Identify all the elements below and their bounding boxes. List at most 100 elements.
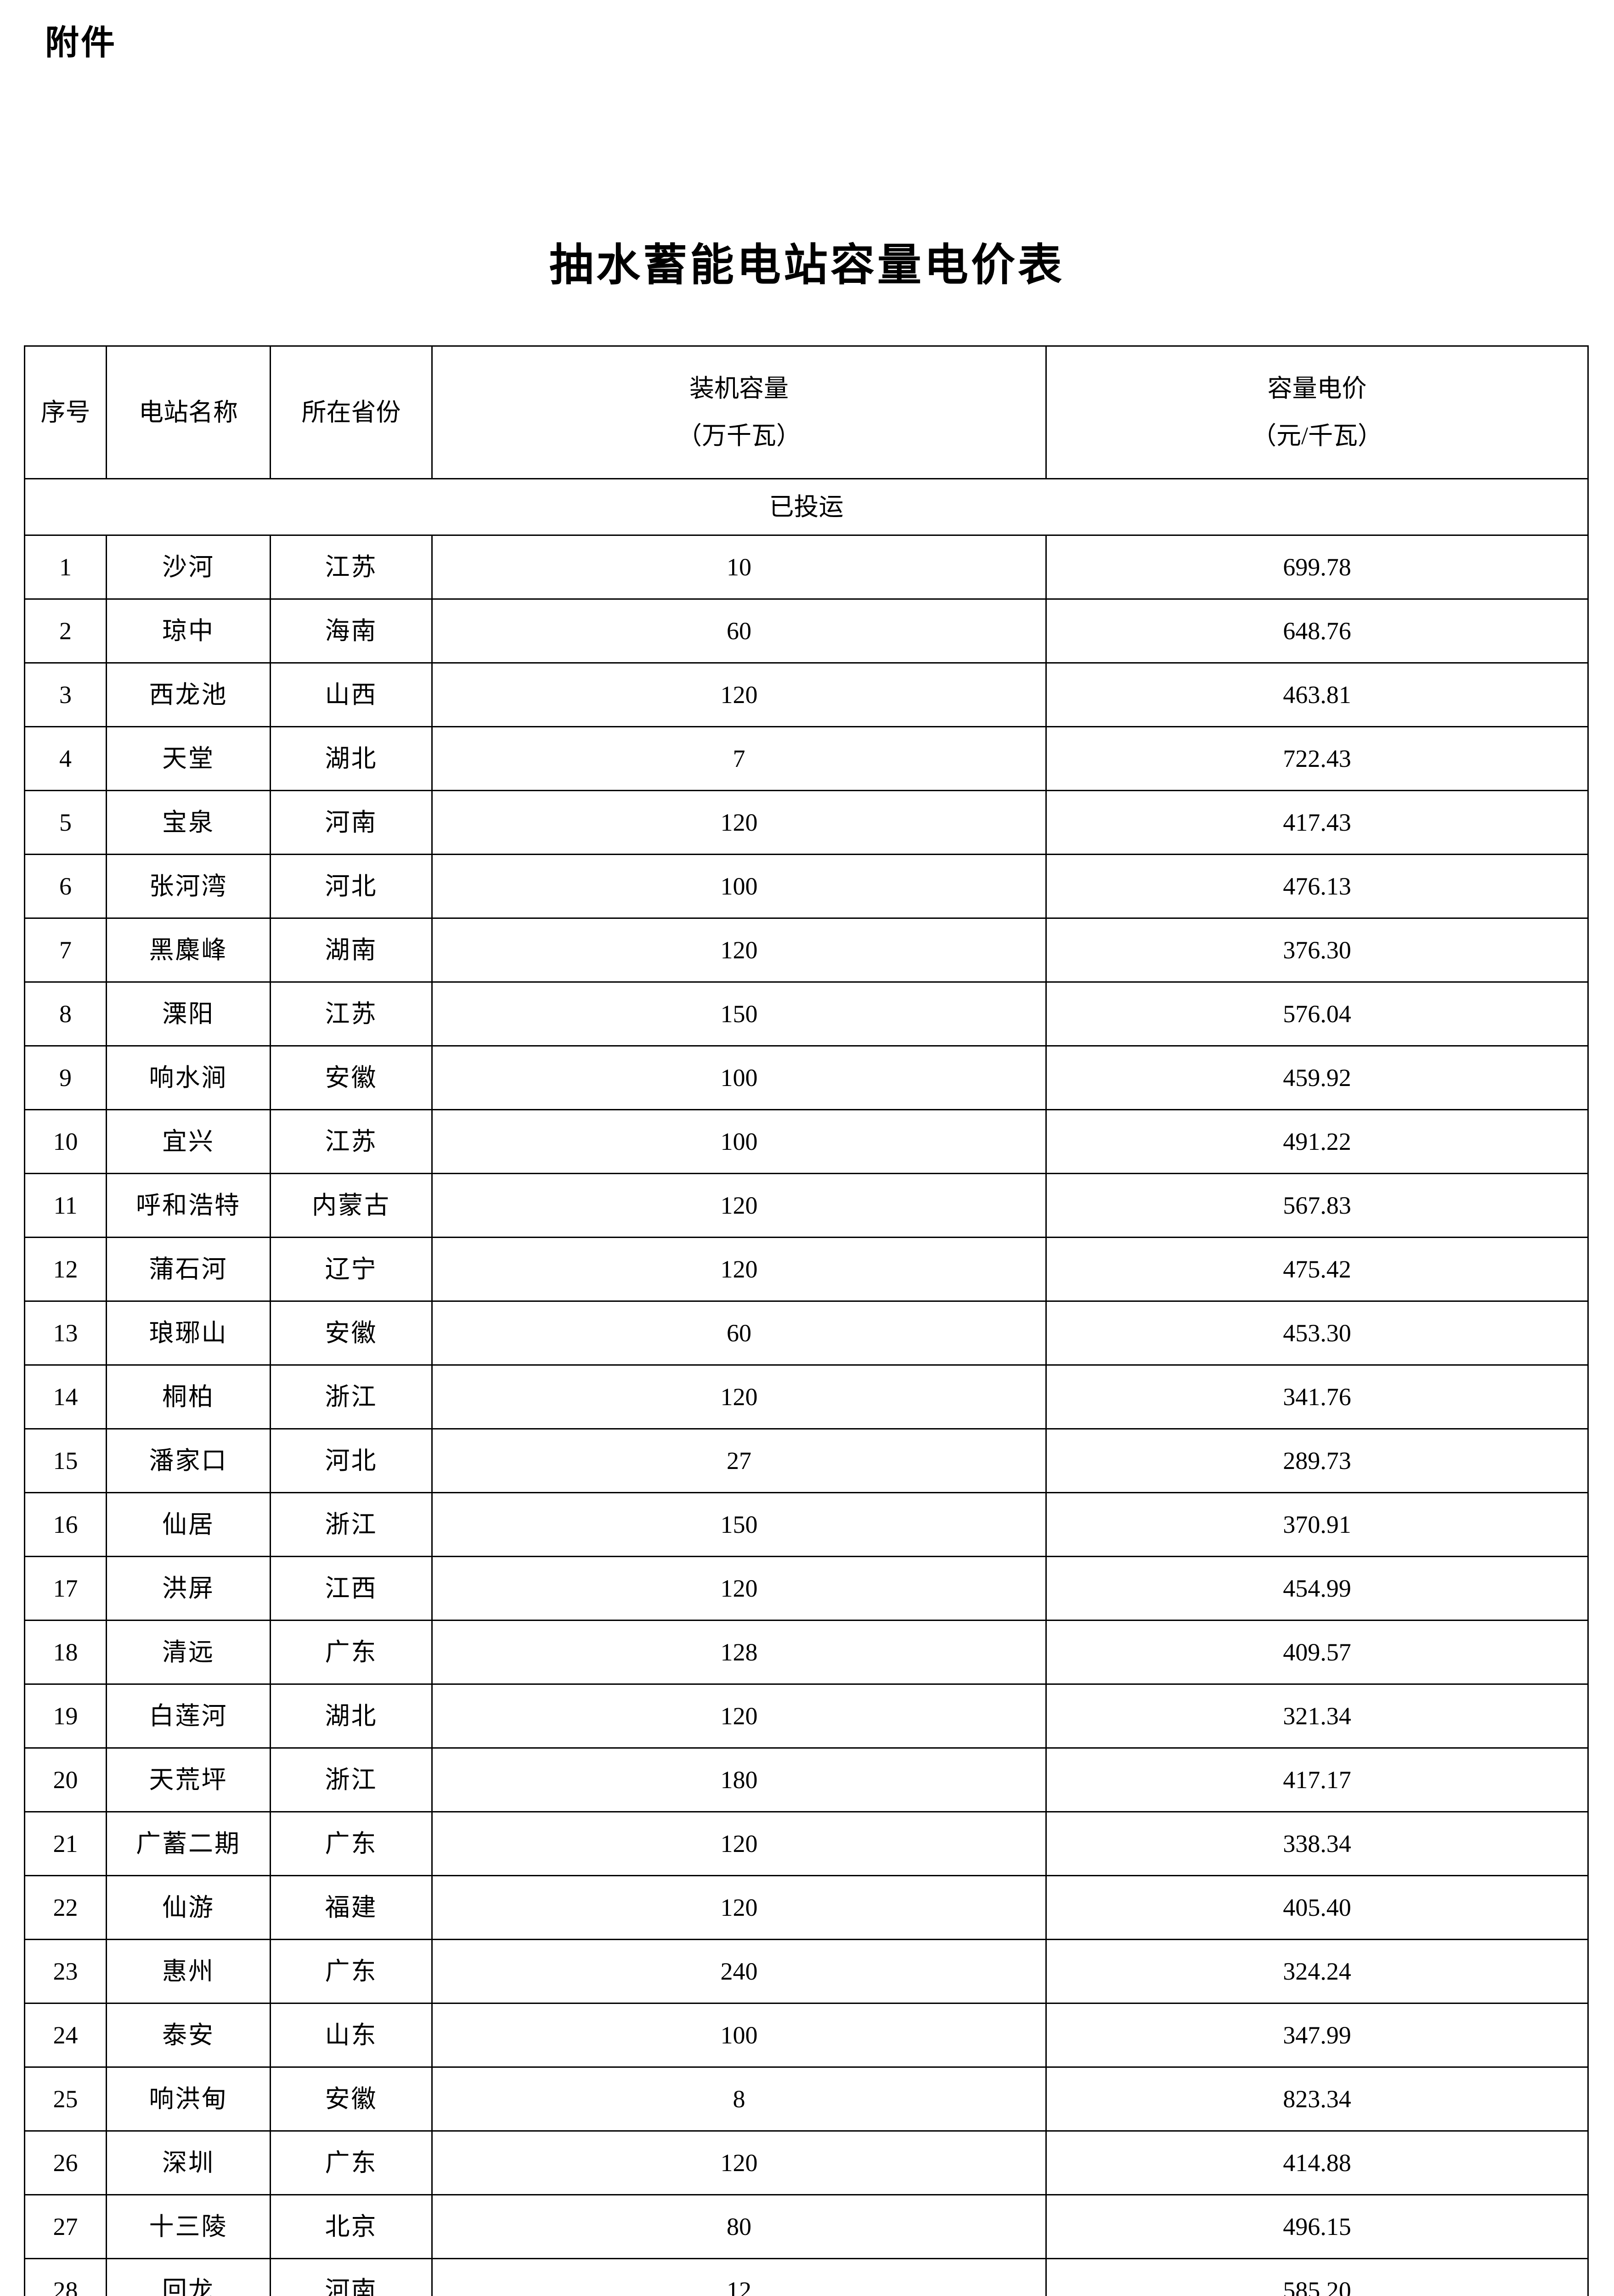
table-row: 8 溧阳 江苏 150 576.04 [24, 981, 1589, 1047]
table-row: 13 琅琊山 安徽 60 453.30 [24, 1300, 1589, 1366]
cell-index: 24 [24, 2003, 107, 2068]
cell-capacity: 60 [431, 1300, 1047, 1366]
cell-province: 江苏 [270, 535, 433, 600]
cell-station-name: 琅琊山 [106, 1300, 271, 1366]
cell-price: 476.13 [1045, 854, 1589, 919]
cell-province: 浙江 [270, 1492, 433, 1557]
cell-price: 347.99 [1045, 2003, 1589, 2068]
table-row: 21 广蓄二期 广东 120 338.34 [24, 1811, 1589, 1876]
table-row: 20 天荒坪 浙江 180 417.17 [24, 1747, 1589, 1812]
cell-price: 417.43 [1045, 790, 1589, 855]
cell-price: 576.04 [1045, 981, 1589, 1047]
cell-capacity: 120 [431, 790, 1047, 855]
cell-station-name: 仙居 [106, 1492, 271, 1557]
cell-price: 338.34 [1045, 1811, 1589, 1876]
cell-province: 河南 [270, 790, 433, 855]
cell-province: 河北 [270, 1428, 433, 1493]
cell-province: 海南 [270, 598, 433, 664]
cell-station-name: 深圳 [106, 2130, 271, 2195]
cell-price: 341.76 [1045, 1364, 1589, 1429]
cell-station-name: 宜兴 [106, 1109, 271, 1174]
cell-province: 广东 [270, 1811, 433, 1876]
cell-province: 湖北 [270, 726, 433, 791]
table-row: 17 洪屏 江西 120 454.99 [24, 1556, 1589, 1621]
cell-capacity: 120 [431, 1556, 1047, 1621]
table-row: 28 回龙 河南 12 585.20 [24, 2258, 1589, 2296]
cell-capacity: 120 [431, 2130, 1047, 2195]
cell-index: 28 [24, 2258, 107, 2296]
cell-price: 370.91 [1045, 1492, 1589, 1557]
table-row: 22 仙游 福建 120 405.40 [24, 1875, 1589, 1940]
cell-province: 广东 [270, 1939, 433, 2004]
cell-province: 江苏 [270, 981, 433, 1047]
cell-station-name: 西龙池 [106, 662, 271, 727]
cell-province: 浙江 [270, 1747, 433, 1812]
cell-capacity: 60 [431, 598, 1047, 664]
cell-capacity: 120 [431, 662, 1047, 727]
cell-station-name: 宝泉 [106, 790, 271, 855]
cell-station-name: 呼和浩特 [106, 1173, 271, 1238]
page-title: 抽水蓄能电站容量电价表 [549, 241, 1065, 290]
cell-capacity: 150 [431, 981, 1047, 1047]
cell-price: 289.73 [1045, 1428, 1589, 1493]
cell-price: 376.30 [1045, 917, 1589, 983]
cell-province: 广东 [270, 1620, 433, 1685]
cell-station-name: 惠州 [106, 1939, 271, 2004]
cell-capacity: 8 [431, 2066, 1047, 2132]
column-header-index-label: 序号 [40, 398, 90, 426]
cell-capacity: 100 [431, 2003, 1047, 2068]
cell-capacity: 240 [431, 1939, 1047, 2004]
cell-index: 27 [24, 2194, 107, 2259]
table-row: 9 响水涧 安徽 100 459.92 [24, 1045, 1589, 1110]
table-row: 3 西龙池 山西 120 463.81 [24, 662, 1589, 727]
capacity-price-table: 序号 电站名称 所在省份 装机容量 （万千瓦） 容量电价 （元/千瓦） 已投运 … [24, 345, 1589, 2296]
cell-price: 405.40 [1045, 1875, 1589, 1940]
cell-price: 417.17 [1045, 1747, 1589, 1812]
table-row: 1 沙河 江苏 10 699.78 [24, 535, 1589, 600]
table-row: 12 蒲石河 辽宁 120 475.42 [24, 1237, 1589, 1302]
cell-index: 21 [24, 1811, 107, 1876]
cell-capacity: 180 [431, 1747, 1047, 1812]
table-row: 6 张河湾 河北 100 476.13 [24, 854, 1589, 919]
cell-province: 广东 [270, 2130, 433, 2195]
cell-price: 648.76 [1045, 598, 1589, 664]
cell-capacity: 120 [431, 1173, 1047, 1238]
table-row: 24 泰安 山东 100 347.99 [24, 2003, 1589, 2068]
cell-station-name: 十三陵 [106, 2194, 271, 2259]
cell-province: 山东 [270, 2003, 433, 2068]
cell-capacity: 120 [431, 1364, 1047, 1429]
section-header-row: 已投运 [24, 478, 1589, 536]
cell-index: 22 [24, 1875, 107, 1940]
cell-price: 823.34 [1045, 2066, 1589, 2132]
column-header-price: 容量电价 （元/千瓦） [1045, 345, 1589, 479]
table-row: 15 潘家口 河北 27 289.73 [24, 1428, 1589, 1493]
cell-index: 6 [24, 854, 107, 919]
cell-index: 11 [24, 1173, 107, 1238]
table-row: 4 天堂 湖北 7 722.43 [24, 726, 1589, 791]
cell-province: 江苏 [270, 1109, 433, 1174]
cell-index: 25 [24, 2066, 107, 2132]
cell-price: 321.34 [1045, 1683, 1589, 1749]
cell-province: 河南 [270, 2258, 433, 2296]
column-header-station-name: 电站名称 [106, 345, 271, 479]
column-header-province: 所在省份 [270, 345, 433, 479]
cell-price: 496.15 [1045, 2194, 1589, 2259]
cell-province: 浙江 [270, 1364, 433, 1429]
cell-capacity: 120 [431, 1875, 1047, 1940]
cell-price: 722.43 [1045, 726, 1589, 791]
cell-index: 15 [24, 1428, 107, 1493]
cell-price: 454.99 [1045, 1556, 1589, 1621]
table-row: 18 清远 广东 128 409.57 [24, 1620, 1589, 1685]
cell-index: 3 [24, 662, 107, 727]
cell-province: 内蒙古 [270, 1173, 433, 1238]
cell-capacity: 12 [431, 2258, 1047, 2296]
cell-station-name: 潘家口 [106, 1428, 271, 1493]
table-row: 23 惠州 广东 240 324.24 [24, 1939, 1589, 2004]
cell-price: 459.92 [1045, 1045, 1589, 1110]
cell-index: 10 [24, 1109, 107, 1174]
column-header-capacity-label: 装机容量 [689, 375, 789, 403]
cell-province: 安徽 [270, 1045, 433, 1110]
table-row: 26 深圳 广东 120 414.88 [24, 2130, 1589, 2195]
cell-province: 安徽 [270, 2066, 433, 2132]
table-row: 11 呼和浩特 内蒙古 120 567.83 [24, 1173, 1589, 1238]
